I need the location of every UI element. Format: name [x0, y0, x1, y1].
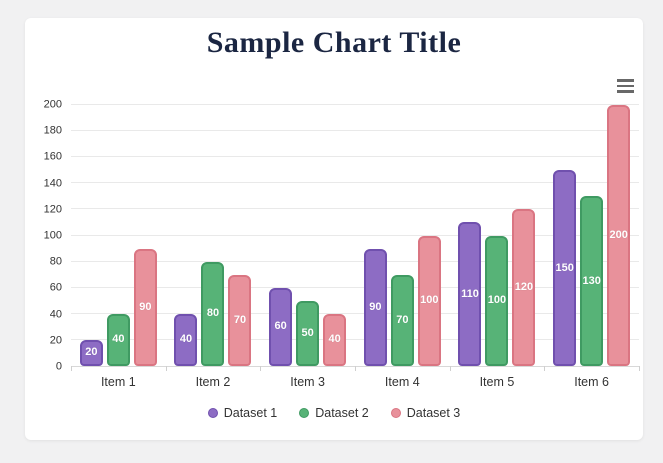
- y-axis-tick-label: 100: [43, 229, 62, 242]
- bar-chart: 0 20 40 60 80 100 120 140 160 180 200 20 40 90 40 80 70…: [35, 99, 640, 372]
- legend-item-dataset-1[interactable]: Dataset 1: [207, 406, 278, 420]
- bar-dataset-1-item-2[interactable]: 40: [174, 313, 198, 366]
- bar-value-label: 40: [328, 333, 341, 346]
- bar-group-item-6: 150 130 200: [544, 105, 639, 366]
- chart-card: Sample Chart Title 0 20 40 60 80 100 120 140 160…: [25, 18, 643, 440]
- bar-group-item-1: 20 40 90: [71, 105, 166, 366]
- gridline: [71, 312, 639, 314]
- bar-dataset-3-item-5[interactable]: 120: [512, 209, 536, 366]
- plot-area: 20 40 90 40 80 70 60 50 40 90 70 100 110 100 120 150 130…: [71, 104, 640, 371]
- y-axis-tick-label: 140: [43, 177, 62, 190]
- bar-dataset-2-item-4[interactable]: 70: [390, 274, 414, 366]
- bar-value-label: 70: [396, 313, 409, 326]
- x-axis-category-label: Item 5: [479, 375, 515, 389]
- bar-dataset-2-item-3[interactable]: 50: [296, 300, 320, 366]
- bar-dataset-3-item-6[interactable]: 200: [607, 105, 631, 366]
- legend-marker-icon: [390, 408, 401, 418]
- hamburger-menu-icon: [616, 84, 634, 88]
- x-axis-tick-mark: [544, 366, 546, 371]
- x-axis-tick-mark: [71, 366, 72, 371]
- bar-dataset-3-item-2[interactable]: 70: [228, 274, 252, 366]
- hamburger-menu-icon: [616, 79, 634, 82]
- chart-title: Sample Chart Title: [206, 26, 462, 59]
- chart-menu-button[interactable]: [613, 76, 637, 96]
- bar-dataset-1-item-4[interactable]: 90: [363, 248, 387, 366]
- bar-group-item-5: 110 100 120: [450, 105, 545, 366]
- bar-value-label: 60: [274, 320, 287, 333]
- legend-item-dataset-3[interactable]: Dataset 3: [390, 406, 461, 420]
- y-axis-tick-label: 180: [43, 124, 62, 137]
- x-axis-category-label: Item 6: [574, 375, 609, 389]
- y-axis-tick-label: 60: [49, 281, 62, 294]
- x-axis-tick-mark: [449, 366, 451, 371]
- x-axis-tick-mark: [355, 366, 356, 371]
- bar-value-label: 100: [420, 294, 439, 307]
- legend: Dataset 1 Dataset 2 Dataset 3: [25, 406, 643, 420]
- gridline: [71, 104, 639, 105]
- legend-label: Dataset 3: [406, 406, 461, 420]
- gridline: [71, 182, 639, 184]
- bar-group-item-4: 90 70 100: [355, 105, 450, 366]
- x-axis-category-label: Item 1: [100, 375, 136, 389]
- gridline: [71, 338, 639, 340]
- y-axis-tick-label: 20: [49, 334, 62, 347]
- gridline: [71, 234, 639, 236]
- y-axis-tick-label: 0: [55, 360, 62, 373]
- bar-dataset-3-item-1[interactable]: 90: [133, 248, 157, 366]
- gridline: [71, 260, 639, 262]
- bar-value-label: 40: [112, 333, 125, 346]
- y-axis-tick-label: 200: [43, 98, 62, 111]
- bar-value-label: 100: [487, 294, 507, 307]
- bar-value-label: 90: [139, 300, 152, 313]
- x-axis: Item 1 Item 2 Item 3 Item 4 Item 5 Item 6: [71, 375, 639, 389]
- legend-item-dataset-2[interactable]: Dataset 2: [299, 406, 369, 420]
- x-axis-tick-mark: [165, 366, 167, 371]
- x-axis-category-label: Item 4: [384, 375, 420, 389]
- bar-dataset-1-item-6[interactable]: 150: [553, 170, 577, 366]
- bar-group-item-3: 60 50 40: [260, 105, 355, 366]
- y-axis-tick-label: 40: [49, 308, 62, 321]
- bar-dataset-1-item-1[interactable]: 20: [79, 339, 103, 366]
- bar-dataset-3-item-4[interactable]: 100: [417, 235, 441, 366]
- bar-dataset-2-item-1[interactable]: 40: [106, 313, 130, 366]
- x-axis-tick-mark: [639, 366, 640, 371]
- y-axis-tick-label: 120: [43, 203, 62, 216]
- bar-value-label: 80: [206, 307, 220, 320]
- bar-value-label: 120: [514, 281, 534, 294]
- x-axis-tick-mark: [260, 366, 262, 371]
- bar-value-label: 20: [85, 346, 98, 359]
- x-axis-category-label: Item 2: [195, 375, 231, 389]
- bar-value-label: 40: [179, 333, 193, 346]
- gridline: [71, 130, 639, 132]
- legend-marker-icon: [299, 408, 310, 418]
- bar-dataset-1-item-3[interactable]: 60: [269, 287, 293, 366]
- gridline: [71, 208, 639, 210]
- bar-group-item-2: 40 80 70: [166, 105, 261, 366]
- bar-dataset-2-item-2[interactable]: 80: [201, 261, 225, 366]
- bar-value-label: 110: [461, 287, 479, 300]
- legend-label: Dataset 1: [223, 406, 278, 420]
- y-axis-tick-label: 80: [49, 255, 62, 268]
- bar-value-label: 50: [301, 326, 314, 339]
- bar-dataset-1-item-5[interactable]: 110: [458, 222, 482, 366]
- legend-label: Dataset 2: [315, 406, 369, 420]
- bar-value-label: 70: [233, 313, 247, 326]
- bar-value-label: 200: [609, 229, 628, 241]
- hamburger-menu-icon: [616, 90, 634, 93]
- bar-value-label: 150: [555, 261, 574, 274]
- bar-value-label: 90: [369, 300, 382, 313]
- bar-dataset-3-item-3[interactable]: 40: [323, 313, 347, 366]
- bar-dataset-2-item-5[interactable]: 100: [485, 235, 509, 366]
- y-axis-tick-label: 160: [43, 150, 62, 163]
- gridline: [71, 286, 639, 288]
- gridline: [71, 156, 639, 158]
- bar-value-label: 130: [582, 274, 601, 287]
- y-axis: 0 20 40 60 80 100 120 140 160 180 200: [35, 99, 71, 372]
- legend-marker-icon: [207, 408, 218, 418]
- x-axis-category-label: Item 3: [290, 375, 326, 389]
- bar-dataset-2-item-6[interactable]: 130: [580, 196, 604, 366]
